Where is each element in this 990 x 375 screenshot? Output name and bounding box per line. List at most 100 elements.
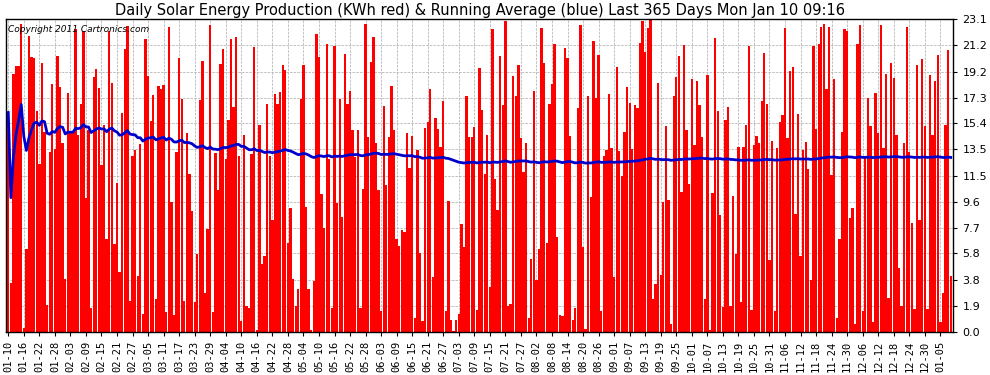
- Bar: [33, 58, 36, 332]
- Bar: [465, 96, 467, 332]
- Bar: [541, 28, 543, 332]
- Bar: [395, 238, 398, 332]
- Bar: [929, 75, 932, 332]
- Bar: [496, 210, 499, 332]
- Bar: [520, 138, 522, 332]
- Bar: [507, 306, 509, 332]
- Bar: [253, 47, 255, 332]
- Bar: [369, 63, 372, 332]
- Bar: [760, 100, 763, 332]
- Bar: [297, 289, 299, 332]
- Bar: [292, 279, 294, 332]
- Bar: [66, 93, 69, 332]
- Bar: [321, 194, 323, 332]
- Bar: [108, 31, 111, 332]
- Bar: [69, 131, 71, 332]
- Bar: [768, 260, 770, 332]
- Bar: [941, 293, 944, 332]
- Bar: [380, 311, 382, 332]
- Bar: [828, 27, 831, 332]
- Bar: [268, 156, 271, 332]
- Bar: [704, 299, 706, 332]
- Bar: [132, 156, 134, 332]
- Bar: [289, 208, 292, 332]
- Bar: [476, 310, 478, 332]
- Bar: [882, 148, 885, 332]
- Bar: [354, 157, 356, 332]
- Bar: [222, 49, 225, 332]
- Bar: [932, 135, 934, 332]
- Bar: [600, 310, 602, 332]
- Bar: [861, 311, 864, 332]
- Bar: [662, 202, 664, 332]
- Bar: [49, 152, 50, 332]
- Bar: [323, 228, 326, 332]
- Bar: [178, 58, 180, 332]
- Bar: [339, 99, 341, 332]
- Bar: [106, 239, 108, 332]
- Bar: [140, 144, 142, 332]
- Bar: [23, 328, 25, 332]
- Bar: [833, 79, 836, 332]
- Bar: [725, 120, 727, 332]
- Bar: [334, 46, 336, 332]
- Bar: [348, 91, 351, 332]
- Bar: [134, 150, 137, 332]
- Bar: [255, 330, 258, 332]
- Bar: [831, 175, 833, 332]
- Bar: [732, 196, 735, 332]
- Bar: [437, 129, 440, 332]
- Bar: [51, 84, 53, 332]
- Bar: [934, 81, 937, 332]
- Bar: [230, 39, 232, 332]
- Bar: [851, 208, 853, 332]
- Bar: [587, 96, 589, 332]
- Bar: [727, 106, 730, 332]
- Bar: [403, 232, 406, 332]
- Bar: [815, 129, 818, 332]
- Bar: [188, 174, 191, 332]
- Bar: [53, 148, 56, 332]
- Bar: [569, 136, 571, 332]
- Bar: [90, 309, 92, 332]
- Bar: [646, 28, 649, 332]
- Bar: [618, 151, 621, 332]
- Bar: [212, 312, 214, 332]
- Bar: [530, 260, 533, 332]
- Bar: [147, 76, 149, 332]
- Bar: [250, 154, 252, 332]
- Bar: [584, 329, 587, 332]
- Bar: [124, 49, 126, 332]
- Bar: [142, 314, 145, 332]
- Bar: [342, 217, 344, 332]
- Bar: [452, 331, 454, 332]
- Bar: [406, 133, 408, 332]
- Bar: [274, 94, 276, 332]
- Bar: [685, 130, 688, 332]
- Bar: [841, 132, 843, 332]
- Bar: [657, 83, 659, 332]
- Bar: [238, 156, 240, 332]
- Bar: [310, 330, 313, 332]
- Bar: [773, 310, 776, 332]
- Bar: [533, 91, 535, 332]
- Bar: [44, 132, 46, 332]
- Bar: [443, 100, 445, 332]
- Bar: [631, 149, 634, 332]
- Bar: [170, 202, 172, 332]
- Bar: [46, 305, 49, 332]
- Bar: [241, 321, 243, 332]
- Bar: [204, 293, 206, 332]
- Bar: [826, 89, 828, 332]
- Bar: [225, 159, 227, 332]
- Bar: [390, 86, 393, 332]
- Bar: [577, 108, 579, 332]
- Bar: [331, 308, 333, 332]
- Bar: [900, 306, 903, 332]
- Bar: [735, 254, 737, 332]
- Bar: [416, 150, 419, 332]
- Bar: [670, 324, 672, 332]
- Bar: [717, 111, 719, 332]
- Bar: [659, 275, 662, 332]
- Bar: [82, 31, 84, 332]
